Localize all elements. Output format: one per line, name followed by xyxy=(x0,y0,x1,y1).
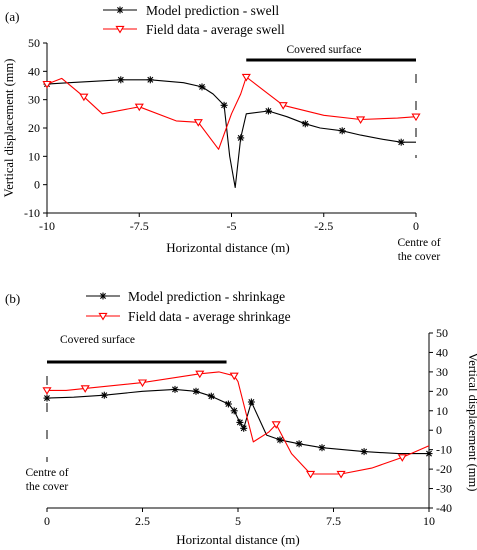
panel-b-label: (b) xyxy=(5,291,20,306)
legend-field-swell-label: Field data - average swell xyxy=(146,22,285,37)
panel-b-xlabel: Horizontal distance (m) xyxy=(176,532,299,547)
panel-a-y-tick-label: 10 xyxy=(28,149,40,163)
legend-model-swell-label: Model prediction - swell xyxy=(146,3,279,18)
panel-a-y-tick-label: 40 xyxy=(28,64,40,78)
centre-of-cover-label-a-1: Centre of xyxy=(397,237,440,249)
panel-a-series-0-point xyxy=(301,119,310,128)
panel-a-xlabel: Horizontal distance (m) xyxy=(166,240,289,255)
panel-b-y-tick-label: -40 xyxy=(436,501,452,515)
panel-b-series-0-point xyxy=(239,424,248,433)
centre-of-cover-label-b-1: Centre of xyxy=(25,467,68,479)
centre-of-cover-label-b-2: the cover xyxy=(26,481,69,493)
legend-field-shrinkage-label: Field data - average shrinkage xyxy=(128,309,291,324)
panel-b-series-0-point xyxy=(207,392,216,401)
panel-a-y-tick-label: 20 xyxy=(28,121,40,135)
panel-a-x-tick-label: -7.5 xyxy=(130,219,149,233)
panel-a-axes: -10 -7.5 -5 -2.5 0 -10 0 10 20 30 40 50 xyxy=(24,36,419,233)
panel-a-series-0-point xyxy=(220,101,229,110)
panel-b-series-0-point xyxy=(247,397,256,407)
panel-b-series-0-point xyxy=(170,385,180,394)
panel-b-x-tick-label: 7.5 xyxy=(326,514,341,528)
legend-field-shrinkage: Field data - average shrinkage xyxy=(86,309,291,324)
panel-a-x-tick-label: -5 xyxy=(227,219,237,233)
panel-a-series-0-point xyxy=(197,82,207,91)
panel-b-x-tick-label: 5 xyxy=(235,514,241,528)
panel-b-y-tick-label: 10 xyxy=(436,404,448,418)
panel-b-annotations: Covered surface Centre of the cover xyxy=(25,334,227,493)
panel-a-x-tick-label: -2.5 xyxy=(314,219,333,233)
panel-a-series-0-point xyxy=(397,138,406,147)
panel-a-series-line-1 xyxy=(46,76,417,150)
panel-b-y-tick-label: 30 xyxy=(436,365,448,379)
panel-b-series-0-point xyxy=(295,439,304,448)
panel-a-series-0-point xyxy=(264,106,273,116)
panel-a-ylabel: Vertical displacement (mm) xyxy=(2,59,16,198)
panel-b-shrinkage-chart: (b) Model prediction - shrinkage Field d… xyxy=(5,289,477,547)
panel-b-y-tick-label: -10 xyxy=(436,443,452,457)
panel-a-y-tick-label: 50 xyxy=(28,36,40,50)
panel-b-series-0-point xyxy=(224,399,233,409)
panel-b-series-line-1 xyxy=(47,371,430,475)
panel-a-x-tick-label: 0 xyxy=(413,219,419,233)
panel-a-series-0-point xyxy=(338,126,347,135)
panel-b-series-0-point xyxy=(191,387,201,396)
panel-b-series-0-point xyxy=(230,406,239,415)
panel-b-series-1-point xyxy=(230,372,239,380)
legend-model-swell: Model prediction - swell xyxy=(103,3,279,18)
panel-a-legend: Model prediction - swell Field data - av… xyxy=(103,3,285,37)
panel-a-y-tick-label: -10 xyxy=(24,206,40,220)
panel-a-annotations: Covered surface Centre of the cover xyxy=(246,44,441,263)
panel-a-series-0-point xyxy=(236,133,245,142)
panel-b-ylabel: Vertical displacement (mm) xyxy=(466,353,477,492)
panel-b-y-tick-label: 40 xyxy=(436,345,448,359)
panel-b-series-0-point xyxy=(424,449,434,458)
panel-b-y-tick-label: -20 xyxy=(436,462,452,476)
panel-b-legend: Model prediction - shrinkage Field data … xyxy=(86,289,291,324)
panel-a-x-tick-label: -10 xyxy=(39,219,55,233)
centre-of-cover-label-a-2: the cover xyxy=(398,251,441,263)
panel-a-series-line-0 xyxy=(46,79,416,189)
panel-b-series xyxy=(42,370,434,478)
legend-model-shrinkage-label: Model prediction - shrinkage xyxy=(128,289,285,304)
panel-a-y-tick-label: 0 xyxy=(34,178,40,192)
panel-b-y-tick-label: 0 xyxy=(436,423,442,437)
panel-b-series-0-point xyxy=(360,447,369,456)
panel-a-swell-chart: (a) Model prediction - swell Field data … xyxy=(2,3,441,263)
panel-b-series-0-point xyxy=(317,443,327,452)
panel-b-y-tick-label: 50 xyxy=(436,326,448,340)
panel-a-label: (a) xyxy=(5,9,19,24)
legend-model-shrinkage: Model prediction - shrinkage xyxy=(86,289,285,304)
legend-field-swell: Field data - average swell xyxy=(103,22,285,37)
panel-b-series-0-point xyxy=(100,391,109,400)
panel-b-x-tick-label: 10 xyxy=(423,514,435,528)
panel-b-y-tick-label: -30 xyxy=(436,482,452,496)
panel-b-series-0-point xyxy=(235,418,244,427)
panel-b-series-0-point xyxy=(42,394,52,403)
panel-b-x-tick-label: 0 xyxy=(44,514,50,528)
panel-a-y-tick-label: 30 xyxy=(28,93,40,107)
panel-a-series xyxy=(42,73,421,189)
panel-b-y-tick-label: 20 xyxy=(436,384,448,398)
panel-b-x-tick-label: 2.5 xyxy=(135,514,150,528)
panel-b-series-line-0 xyxy=(46,388,429,455)
panel-a-series-0-point xyxy=(146,75,155,84)
covered-surface-label-b: Covered surface xyxy=(60,334,135,346)
covered-surface-label-a: Covered surface xyxy=(286,44,361,56)
panel-a-series-0-point xyxy=(116,75,125,84)
